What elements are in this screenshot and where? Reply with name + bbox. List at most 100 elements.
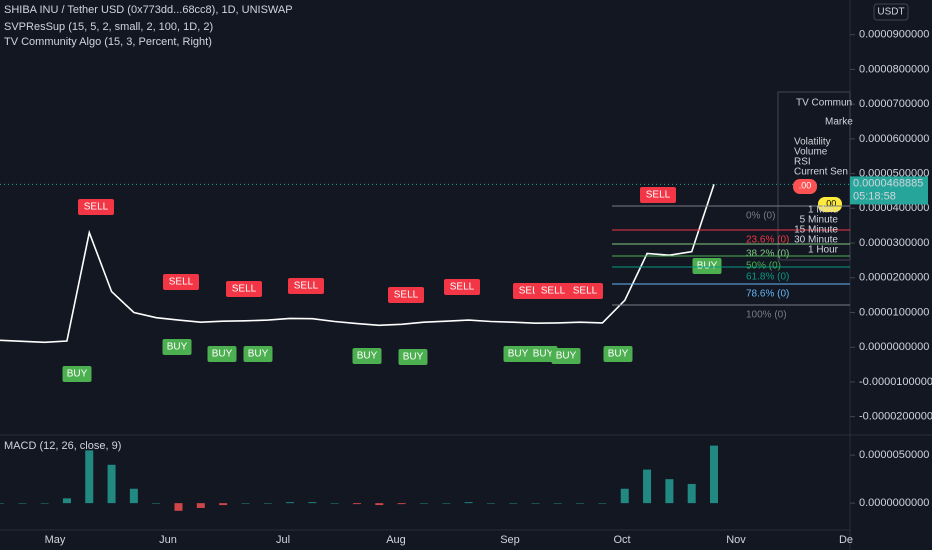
side-tag-label: .00	[824, 198, 837, 208]
price-line	[0, 184, 715, 344]
macd-bar	[419, 503, 428, 504]
y-tick-label: -0.0000200000	[859, 411, 932, 423]
signal-box	[388, 287, 424, 303]
signal-label: BUY	[403, 352, 424, 363]
y-tick-label: -0.0000100000	[859, 376, 932, 388]
x-tick-label: May	[45, 534, 66, 546]
signal-label: BUY	[357, 351, 378, 362]
macd-bar	[0, 503, 4, 504]
fib-label: 61.8% (0)	[746, 272, 789, 283]
macd-y-tick-label: 0.0000050000	[859, 449, 929, 461]
signal-label: SELL	[541, 286, 566, 297]
macd-bar	[18, 503, 27, 504]
signal-label: SELL	[294, 281, 319, 292]
macd-bar	[40, 503, 49, 504]
macd-title: MACD (12, 26, close, 9)	[4, 440, 121, 452]
macd-bar	[531, 503, 540, 504]
macd-bar	[308, 502, 317, 504]
price-countdown: 05:18:58	[853, 190, 896, 202]
signal-label: SELL	[450, 282, 475, 293]
panel-timeframe: 5 Minute	[800, 215, 839, 226]
signal-label: SELL	[646, 190, 671, 201]
macd-bar	[152, 503, 161, 504]
fib-label: 50% (0)	[746, 261, 781, 272]
signal-box	[162, 339, 192, 355]
panel-timeframe: 15 Minute	[794, 225, 838, 236]
currency[interactable]: USDT	[877, 7, 904, 18]
chart-title: SHIBA INU / Tether USD (0x773dd...68cc8)…	[4, 4, 293, 16]
signal-box	[640, 187, 676, 203]
signal-box	[398, 349, 428, 365]
fib-label: 0% (0)	[746, 211, 775, 222]
signal-label: BUY	[212, 349, 233, 360]
panel-row: Volatility	[794, 137, 831, 148]
macd-bar	[598, 503, 607, 504]
price-tag-label: 0.0000468885	[853, 177, 923, 189]
price-tag	[850, 176, 928, 205]
x-tick-label: Aug	[386, 534, 406, 546]
macd-bar	[330, 503, 339, 504]
macd-bar	[509, 503, 518, 504]
macd-bar	[620, 488, 629, 504]
signal-label: BUY	[67, 369, 88, 380]
macd-bar	[107, 464, 116, 504]
y-tick-label: 0.0000300000	[859, 237, 929, 249]
signal-box	[692, 258, 722, 274]
panel-title: TV Commun	[796, 98, 852, 109]
macd-bar	[241, 503, 250, 504]
macd-bar	[62, 498, 71, 504]
signal-box	[444, 279, 480, 295]
signal-label: BUY	[248, 349, 269, 360]
y-tick-label: 0.0000900000	[859, 29, 929, 41]
macd-bar	[687, 483, 696, 504]
signal-label: BUY	[533, 349, 554, 360]
x-tick-label: Oct	[613, 534, 630, 546]
fib-label: 38.2% (0)	[746, 249, 789, 260]
panel-row: Volume	[794, 147, 828, 158]
signal-box	[288, 278, 324, 294]
x-tick-label: Jul	[276, 534, 290, 546]
signal-box	[163, 274, 199, 290]
macd-bar	[442, 503, 451, 504]
currency-box[interactable]	[873, 3, 909, 21]
y-tick-label: 0.0000700000	[859, 98, 929, 110]
y-tick-label: 0.0000200000	[859, 272, 929, 284]
macd-bar	[643, 469, 652, 504]
signal-label: SELL	[169, 277, 194, 288]
panel-timeframe: 1 Hour	[808, 245, 839, 256]
signal-box	[528, 346, 558, 362]
indicator-label: TV Community Algo (15, 3, Percent, Right…	[4, 36, 212, 48]
fib-label: 23.6% (0)	[746, 235, 789, 246]
macd-bar	[174, 503, 183, 511]
panel-row: RSI	[794, 157, 811, 168]
x-tick-label: Nov	[726, 534, 746, 546]
signal-box	[207, 346, 237, 362]
signal-box	[551, 348, 581, 364]
macd-bar	[710, 445, 718, 504]
side-tag	[818, 197, 842, 212]
x-tick-label: De	[839, 534, 853, 546]
side-tag	[793, 179, 817, 194]
y-tick-label: 0.0000100000	[859, 306, 929, 318]
macd-bar	[219, 503, 228, 506]
signal-label: SELL	[232, 284, 257, 295]
macd-bar	[353, 503, 361, 505]
signal-box	[62, 366, 92, 382]
macd-bar	[196, 503, 205, 508]
signal-label: SELL	[394, 290, 419, 301]
signal-box	[503, 346, 533, 362]
macd-bar	[553, 503, 562, 504]
panel-timeframe: 1 Minu	[808, 205, 838, 216]
macd-y-tick-label: 0.0000000000	[859, 497, 929, 509]
y-tick-label: 0.0000400000	[859, 202, 929, 214]
macd-bar	[286, 502, 295, 504]
side-tag-label: .00	[799, 180, 812, 190]
signal-label: BUY	[508, 349, 529, 360]
x-tick-label: Sep	[500, 534, 520, 546]
panel-row: Current Sen	[794, 167, 848, 178]
y-tick-label: 0.0000800000	[859, 63, 929, 75]
signal-box	[226, 281, 262, 297]
signal-box	[535, 283, 571, 299]
signal-box	[603, 346, 633, 362]
